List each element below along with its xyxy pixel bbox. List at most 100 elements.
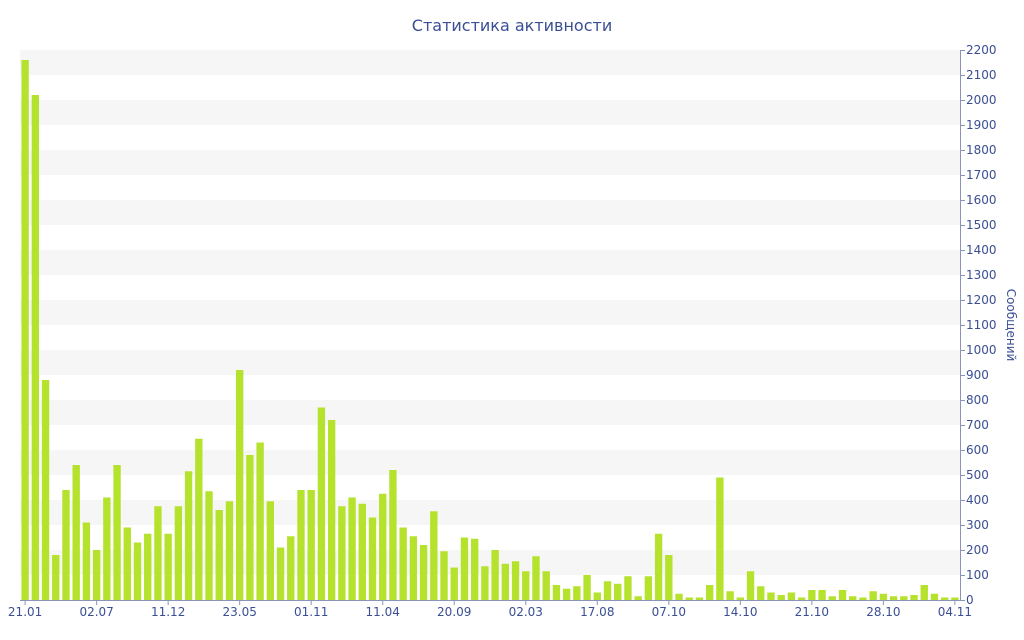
bar bbox=[603, 581, 612, 600]
bar bbox=[327, 420, 336, 600]
y-tick-label: 800 bbox=[966, 393, 989, 407]
bar bbox=[236, 370, 244, 600]
bar bbox=[184, 471, 193, 600]
axes bbox=[20, 50, 965, 605]
bar bbox=[419, 545, 428, 600]
bar bbox=[409, 536, 418, 600]
bar bbox=[215, 510, 223, 600]
y-tick-label: 200 bbox=[966, 543, 989, 557]
bar bbox=[266, 501, 275, 600]
bar bbox=[133, 542, 142, 600]
bar bbox=[501, 563, 510, 600]
bar bbox=[900, 596, 908, 600]
bar bbox=[767, 592, 775, 600]
axis-labels: 0 100 200 300 400 500 600 700 800 900 1000 1100 1200… bbox=[8, 43, 997, 619]
bar bbox=[62, 490, 70, 600]
y-tick-label: 1700 bbox=[966, 168, 997, 182]
x-tick-label: 20.09 bbox=[437, 605, 471, 619]
bar bbox=[256, 442, 264, 600]
bar bbox=[460, 537, 469, 600]
y-tick-label: 1500 bbox=[966, 218, 997, 232]
y-tick-label: 2000 bbox=[966, 93, 997, 107]
bar bbox=[869, 591, 877, 600]
bar bbox=[154, 506, 162, 600]
bar bbox=[31, 95, 40, 600]
bar bbox=[481, 566, 489, 600]
bar bbox=[317, 407, 326, 600]
y-tick-label: 700 bbox=[966, 418, 989, 432]
bar bbox=[624, 576, 632, 600]
bar bbox=[144, 533, 152, 600]
grid-band bbox=[20, 50, 960, 75]
bar bbox=[542, 571, 550, 600]
bar bbox=[399, 527, 407, 600]
bar bbox=[205, 491, 213, 600]
bar bbox=[644, 576, 653, 600]
y-tick-label: 1000 bbox=[966, 343, 997, 357]
bar bbox=[654, 533, 663, 600]
bar bbox=[797, 597, 806, 600]
y-tick-label: 300 bbox=[966, 518, 989, 532]
bar bbox=[930, 593, 939, 600]
bar bbox=[307, 490, 315, 600]
bar bbox=[808, 590, 816, 600]
bar bbox=[736, 597, 745, 600]
y-tick-label: 1200 bbox=[966, 293, 997, 307]
bar bbox=[52, 555, 60, 600]
bar bbox=[440, 551, 448, 600]
x-tick-label: 04.11 bbox=[938, 605, 972, 619]
chart-title: Статистика активности bbox=[412, 16, 612, 35]
bar bbox=[787, 592, 796, 600]
grid-band bbox=[20, 450, 960, 475]
x-tick-label: 01.11 bbox=[294, 605, 328, 619]
bar bbox=[562, 588, 571, 600]
grid-band bbox=[20, 300, 960, 325]
bar bbox=[593, 592, 601, 600]
x-tick-label: 11.12 bbox=[151, 605, 185, 619]
x-tick-label: 28.10 bbox=[866, 605, 900, 619]
x-tick-label: 21.01 bbox=[8, 605, 42, 619]
y-tick-label: 1800 bbox=[966, 143, 997, 157]
bar bbox=[287, 536, 295, 600]
bar bbox=[838, 590, 847, 600]
bar bbox=[726, 591, 734, 600]
y-tick-label: 100 bbox=[966, 568, 989, 582]
bar bbox=[113, 465, 121, 600]
grid-band bbox=[20, 250, 960, 275]
bar bbox=[920, 585, 928, 600]
grid-band bbox=[20, 100, 960, 125]
bar bbox=[695, 597, 704, 600]
bar bbox=[716, 477, 724, 600]
bar bbox=[297, 490, 305, 600]
bar bbox=[358, 503, 366, 600]
bar bbox=[389, 470, 397, 600]
bar bbox=[82, 522, 91, 600]
x-tick-label: 23.05 bbox=[222, 605, 256, 619]
bar bbox=[338, 506, 346, 600]
y-tick-label: 0 bbox=[966, 593, 974, 607]
bar bbox=[379, 493, 387, 600]
bars bbox=[21, 60, 959, 600]
y-tick-label: 1100 bbox=[966, 318, 997, 332]
bar bbox=[777, 595, 785, 600]
bar bbox=[583, 575, 591, 600]
bar bbox=[522, 571, 530, 600]
y-tick-label: 1900 bbox=[966, 118, 997, 132]
bar bbox=[471, 538, 479, 600]
bar bbox=[818, 590, 826, 600]
bar bbox=[573, 586, 581, 600]
bar bbox=[368, 517, 377, 600]
bar bbox=[225, 501, 234, 600]
bar bbox=[634, 596, 642, 600]
x-tick-label: 11.04 bbox=[366, 605, 400, 619]
x-tick-label: 21.10 bbox=[795, 605, 829, 619]
bar bbox=[675, 593, 683, 600]
grid-band bbox=[20, 400, 960, 425]
y-tick-label: 2200 bbox=[966, 43, 997, 57]
bar bbox=[951, 597, 959, 600]
bar bbox=[450, 567, 458, 600]
bar bbox=[665, 555, 673, 600]
y-tick-label: 1300 bbox=[966, 268, 997, 282]
grid-band bbox=[20, 150, 960, 175]
